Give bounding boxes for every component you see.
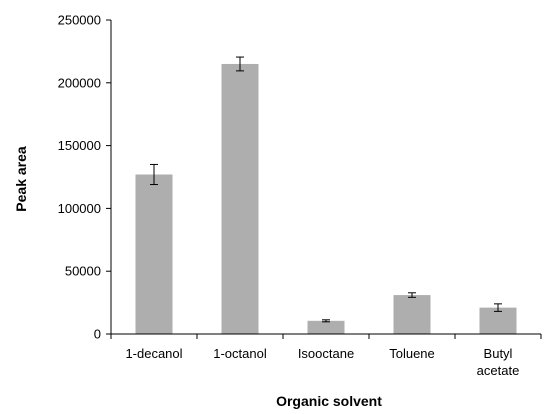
y-axis-title: Peak area <box>13 146 29 212</box>
y-tick-label: 200000 <box>58 75 101 90</box>
bar <box>393 295 431 334</box>
error-bars <box>150 56 502 323</box>
y-tick-label: 100000 <box>58 201 101 216</box>
bar <box>135 174 173 334</box>
bar <box>221 63 259 335</box>
error-bar <box>408 292 416 298</box>
y-tick-label: 50000 <box>65 264 101 279</box>
y-tick-label: 150000 <box>58 138 101 153</box>
error-bar <box>494 303 502 312</box>
x-axis-title: Organic solvent <box>276 393 382 409</box>
y-tick-label: 0 <box>94 327 101 342</box>
y-tick-label: 250000 <box>58 13 101 28</box>
error-bar <box>150 163 158 186</box>
bar <box>479 307 517 334</box>
error-bar <box>322 319 330 323</box>
x-tick-label: 1-decanol <box>125 346 182 361</box>
x-tick-label: Toluene <box>389 346 435 361</box>
x-axis-ticks: 1-decanol 1-octanol Isooctane Toluene Butyl a… <box>110 334 542 378</box>
bars <box>135 63 517 335</box>
y-axis-ticks: 0 50000 100000 150000 200000 250000 <box>58 13 111 342</box>
x-tick-label: 1-octanol <box>213 346 267 361</box>
error-bar <box>236 56 244 72</box>
bar <box>307 320 345 334</box>
x-tick-label: Isooctane <box>298 346 354 361</box>
x-tick-label: Butyl acetate <box>477 346 520 378</box>
